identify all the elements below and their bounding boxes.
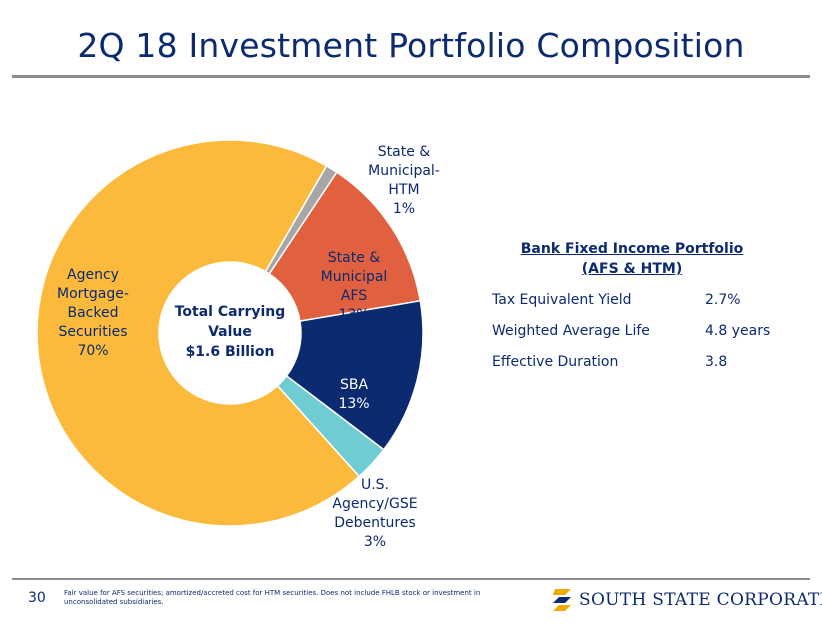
stat-label: Weighted Average Life — [492, 323, 650, 339]
slice-label-state-municipal-htm: State & Municipal- HTM 1% — [368, 144, 440, 217]
stat-value: 4.8 years — [705, 323, 771, 339]
slice-label-state-municipal-afs: State & Municipal AFS 13% — [320, 250, 388, 323]
stats-title-line2: (AFS & HTM) — [581, 261, 683, 277]
slice-label-agency-mbs: Agency Mortgage- Backed Securities 70% — [57, 267, 129, 359]
stats-title-line1: Bank Fixed Income Portfolio — [520, 241, 744, 257]
footnote: Fair value for AFS securities; amortized… — [64, 589, 481, 606]
footer-divider — [12, 578, 810, 580]
pie-slice-sba — [285, 299, 424, 451]
stat-label: Effective Duration — [492, 354, 619, 370]
donut-center-label: Total Carrying Value $1.6 Billion — [174, 304, 286, 360]
title-divider — [12, 75, 810, 78]
logo-mark-icon — [553, 589, 571, 611]
page-number: 30 — [28, 590, 46, 606]
pie-slice-agency-mortgage-backed-securities — [36, 139, 361, 527]
page-title: 2Q 18 Investment Portfolio Composition — [77, 26, 745, 65]
slice-label-us-agency-gse: U.S. Agency/GSE Debentures 3% — [332, 477, 418, 550]
slice-label-sba: SBA 13% — [338, 377, 370, 412]
stats-title: Bank Fixed Income Portfolio (AFS & HTM) — [486, 239, 778, 279]
logo-text: SOUTH STATE CORPORATION — [579, 590, 822, 610]
stat-label: Tax Equivalent Yield — [492, 292, 632, 308]
stat-value: 3.8 — [705, 354, 728, 370]
pie-slice-state-municipal-afs — [268, 171, 422, 323]
company-logo: SOUTH STATE CORPORATION — [551, 585, 822, 615]
stat-value: 2.7% — [705, 292, 741, 308]
